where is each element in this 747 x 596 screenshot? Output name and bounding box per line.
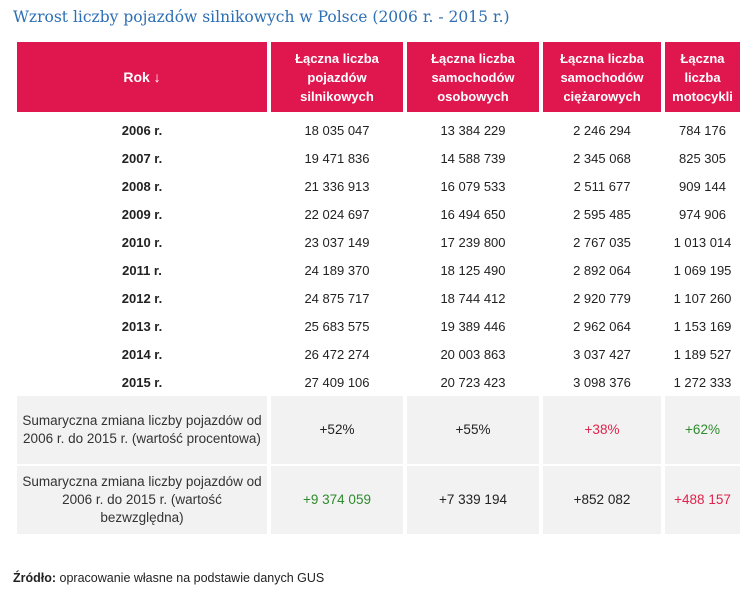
cell-passenger-cars: 16 494 650	[440, 206, 506, 222]
cell-motorcycles: 909 144	[679, 178, 726, 194]
source-label: Źródło:	[13, 571, 57, 585]
cell-trucks: 3 098 376	[573, 374, 631, 390]
cell-year: 2014 r.	[121, 346, 163, 362]
column-header-motorcycles[interactable]: Łączna liczba motocykli	[665, 42, 740, 112]
cell-year: 2009 r.	[121, 206, 163, 222]
summary-value-motor-vehicles: +52%	[271, 396, 403, 464]
cell-passenger-cars: 14 588 739	[440, 150, 506, 166]
cell-motorcycles: 1 069 195	[673, 262, 732, 278]
table-row: 2013 r. 25 683 575 19 389 446 2 962 064 1 15…	[17, 312, 740, 340]
table-row: 2011 r. 24 189 370 18 125 490 2 892 064 1 06…	[17, 256, 740, 284]
cell-year: 2015 r.	[121, 374, 163, 390]
summary-value-passenger-cars: +7 339 194	[407, 464, 539, 534]
chart-title: Wzrost liczby pojazdów silnikowych w Pol…	[13, 8, 510, 26]
cell-motor-vehicles: 27 409 106	[304, 374, 370, 390]
summary-value-passenger-cars: +55%	[407, 396, 539, 464]
summary-row: Sumaryczna zmiana liczby pojazdów od 200…	[17, 464, 740, 534]
table-body: 2006 r. 18 035 047 13 384 229 2 246 294 784 …	[17, 112, 740, 534]
cell-motor-vehicles: 21 336 913	[304, 178, 370, 194]
cell-motorcycles: 1 107 260	[673, 290, 732, 306]
cell-motor-vehicles: 24 189 370	[304, 262, 370, 278]
cell-passenger-cars: 18 125 490	[440, 262, 506, 278]
column-header-year[interactable]: Rok ↓	[17, 42, 267, 112]
table-row: 2009 r. 22 024 697 16 494 650 2 595 485 974 …	[17, 200, 740, 228]
cell-trucks: 2 920 779	[573, 290, 631, 306]
cell-year: 2013 r.	[121, 318, 163, 334]
cell-year: 2012 r.	[121, 290, 163, 306]
summary-row: Sumaryczna zmiana liczby pojazdów od 200…	[17, 396, 740, 464]
cell-trucks: 2 767 035	[573, 234, 631, 250]
cell-motor-vehicles: 19 471 836	[304, 150, 370, 166]
cell-passenger-cars: 17 239 800	[440, 234, 506, 250]
summary-value-motorcycles: +488 157	[665, 464, 740, 534]
cell-passenger-cars: 13 384 229	[440, 122, 506, 138]
cell-motor-vehicles: 22 024 697	[304, 206, 370, 222]
cell-motor-vehicles: 24 875 717	[304, 290, 370, 306]
cell-trucks: 2 511 677	[573, 178, 631, 194]
cell-motorcycles: 1 189 527	[673, 346, 732, 362]
table-row: 2007 r. 19 471 836 14 588 739 2 345 068 825 …	[17, 144, 740, 172]
summary-value-trucks: +38%	[543, 396, 661, 464]
summary-value-motor-vehicles: +9 374 059	[271, 464, 403, 534]
table-row: 2012 r. 24 875 717 18 744 412 2 920 779 1 10…	[17, 284, 740, 312]
column-header-motor-vehicles[interactable]: Łączna liczba pojazdów silnikowych	[271, 42, 403, 112]
cell-motorcycles: 1 013 014	[673, 234, 732, 250]
cell-trucks: 3 037 427	[573, 346, 631, 362]
header-row: Rok ↓ Łączna liczba pojazdów silnikowych…	[17, 42, 740, 112]
summary-value-motorcycles: +62%	[665, 396, 740, 464]
summary-label: Sumaryczna zmiana liczby pojazdów od 200…	[17, 396, 267, 464]
cell-motorcycles: 1 153 169	[673, 318, 732, 334]
cell-motor-vehicles: 26 472 274	[304, 346, 370, 362]
cell-motor-vehicles: 18 035 047	[304, 122, 370, 138]
cell-year: 2007 r.	[121, 150, 163, 166]
cell-motorcycles: 974 906	[679, 206, 726, 222]
table-row: 2014 r. 26 472 274 20 003 863 3 037 427 1 18…	[17, 340, 740, 368]
cell-passenger-cars: 20 723 423	[440, 374, 506, 390]
cell-trucks: 2 345 068	[573, 150, 631, 166]
cell-motor-vehicles: 23 037 149	[304, 234, 370, 250]
source-note: Źródło: opracowanie własne na podstawie …	[13, 571, 324, 585]
cell-trucks: 2 246 294	[573, 122, 631, 138]
cell-motor-vehicles: 25 683 575	[304, 318, 370, 334]
cell-year: 2010 r.	[121, 234, 163, 250]
cell-passenger-cars: 19 389 446	[440, 318, 506, 334]
summary-label: Sumaryczna zmiana liczby pojazdów od 200…	[17, 464, 267, 534]
column-header-passenger-cars[interactable]: Łączna liczba samochodów osobowych	[407, 42, 539, 112]
summary-value-trucks: +852 082	[543, 464, 661, 534]
cell-motorcycles: 825 305	[679, 150, 726, 166]
source-text: opracowanie własne na podstawie danych G…	[56, 571, 325, 585]
cell-year: 2011 r.	[122, 262, 162, 278]
vehicle-table: Rok ↓ Łączna liczba pojazdów silnikowych…	[13, 42, 744, 534]
cell-trucks: 2 595 485	[573, 206, 631, 222]
cell-motorcycles: 784 176	[679, 122, 726, 138]
table-row: 2015 r. 27 409 106 20 723 423 3 098 376 1 27…	[17, 368, 740, 396]
table-row: 2010 r. 23 037 149 17 239 800 2 767 035 1 01…	[17, 228, 740, 256]
cell-passenger-cars: 18 744 412	[440, 290, 506, 306]
cell-year: 2008 r.	[121, 178, 163, 194]
cell-passenger-cars: 20 003 863	[440, 346, 506, 362]
table-row: 2006 r. 18 035 047 13 384 229 2 246 294 784 …	[17, 112, 740, 144]
cell-motorcycles: 1 272 333	[673, 374, 732, 390]
cell-year: 2006 r.	[121, 122, 163, 138]
column-header-trucks[interactable]: Łączna liczba samochodów ciężarowych	[543, 42, 661, 112]
cell-trucks: 2 962 064	[573, 318, 631, 334]
cell-passenger-cars: 16 079 533	[440, 178, 506, 194]
cell-trucks: 2 892 064	[573, 262, 631, 278]
table-row: 2008 r. 21 336 913 16 079 533 2 511 677 909 …	[17, 172, 740, 200]
